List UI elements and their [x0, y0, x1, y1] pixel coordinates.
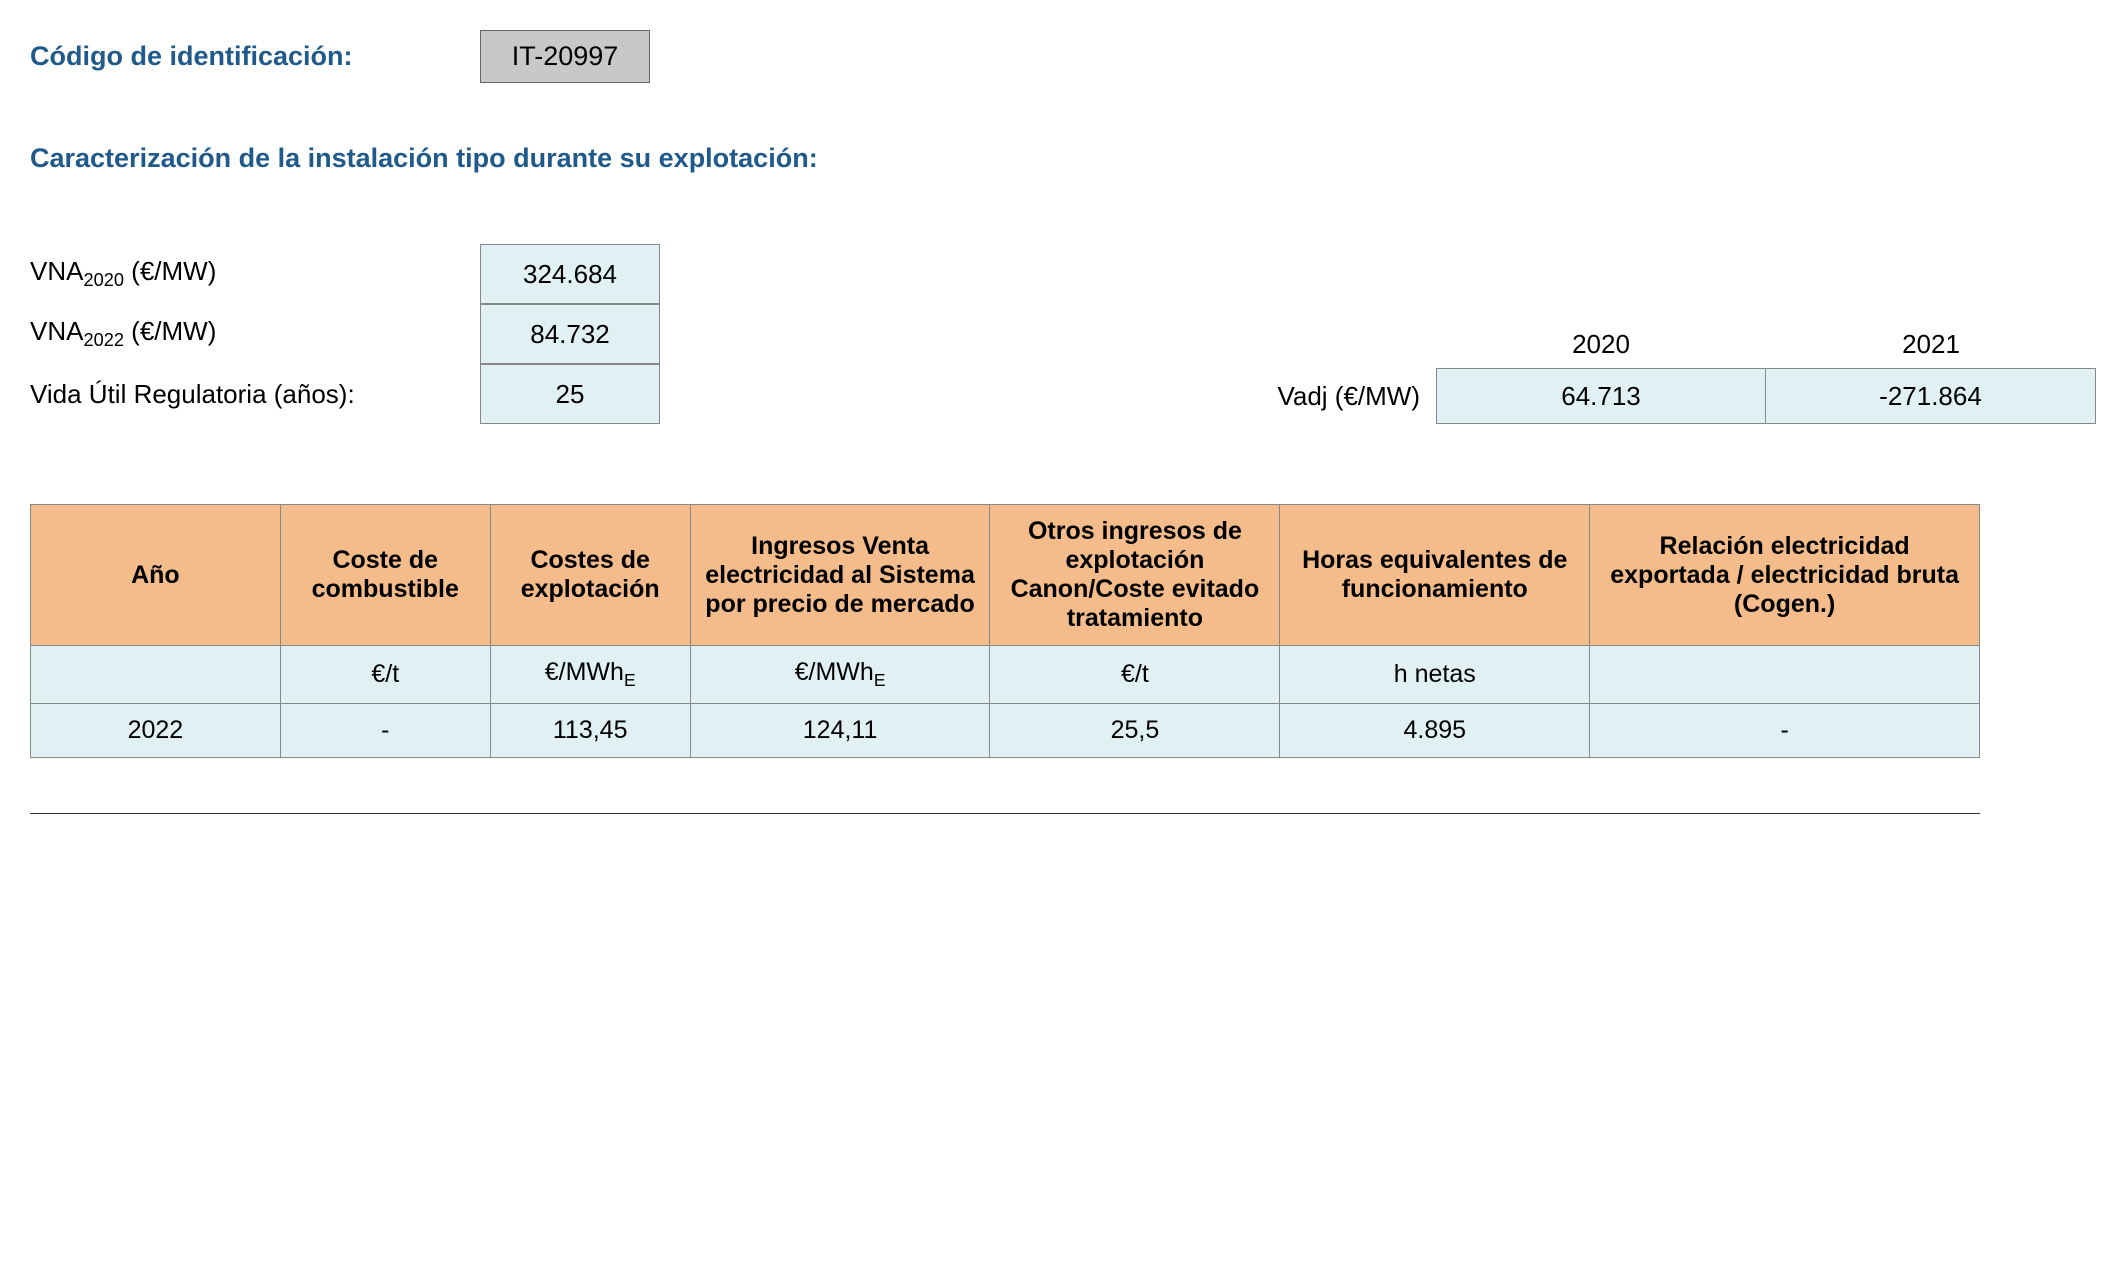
- vadj-value-row: Vadj (€/MW) 64.713 -271.864: [1236, 368, 2096, 424]
- vna2020-label: VNA2020 (€/MW): [30, 256, 480, 291]
- th-ano: Año: [31, 505, 281, 646]
- unit-relacion: [1590, 646, 1980, 704]
- cell-ano: 2022: [31, 704, 281, 758]
- vadj-year-1: 2020: [1436, 329, 1766, 360]
- th-relacion: Relación electricidad exportada / electr…: [1590, 505, 1980, 646]
- unit-horas: h netas: [1280, 646, 1590, 704]
- cell-costes-expl: 113,45: [490, 704, 690, 758]
- vadj-block: 2020 2021 Vadj (€/MW) 64.713 -271.864: [1236, 320, 2096, 424]
- vida-row: Vida Útil Regulatoria (años): 25: [30, 364, 660, 424]
- cell-coste-comb: -: [280, 704, 490, 758]
- vna2020-sub: 2020: [83, 271, 123, 291]
- th-coste-comb: Coste de combustible: [280, 505, 490, 646]
- vida-label: Vida Útil Regulatoria (años):: [30, 379, 480, 410]
- unit-costes-expl-prefix: €/MWh: [545, 658, 624, 686]
- unit-ingresos-venta-prefix: €/MWh: [795, 658, 874, 686]
- vadj-value-2: -271.864: [1766, 368, 2096, 424]
- cell-otros-ingresos: 25,5: [990, 704, 1280, 758]
- parameters-block: VNA2020 (€/MW) 324.684 VNA2022 (€/MW) 84…: [30, 244, 2096, 424]
- unit-ano: [31, 646, 281, 704]
- divider: [30, 813, 1980, 814]
- parameters-left: VNA2020 (€/MW) 324.684 VNA2022 (€/MW) 84…: [30, 244, 660, 424]
- th-costes-expl: Costes de explotación: [490, 505, 690, 646]
- table-row: 2022 - 113,45 124,11 25,5 4.895 -: [31, 704, 1980, 758]
- vida-value: 25: [480, 364, 660, 424]
- vna2020-value: 324.684: [480, 244, 660, 304]
- vadj-value-1: 64.713: [1436, 368, 1766, 424]
- cell-horas: 4.895: [1280, 704, 1590, 758]
- vna2022-value: 84.732: [480, 304, 660, 364]
- identification-code: IT-20997: [480, 30, 650, 83]
- identification-label: Código de identificación:: [30, 41, 480, 72]
- th-horas: Horas equivalentes de funcionamiento: [1280, 505, 1590, 646]
- cell-ingresos-venta: 124,11: [690, 704, 990, 758]
- table-units-row: €/t €/MWhE €/MWhE €/t h netas: [31, 646, 1980, 704]
- vna2022-sub: 2022: [83, 331, 123, 351]
- identification-header: Código de identificación: IT-20997: [30, 30, 2096, 83]
- unit-costes-expl: €/MWhE: [490, 646, 690, 704]
- vna2020-unit: (€/MW): [124, 256, 216, 286]
- data-table: Año Coste de combustible Costes de explo…: [30, 504, 1980, 758]
- unit-ingresos-venta: €/MWhE: [690, 646, 990, 704]
- unit-coste-comb: €/t: [280, 646, 490, 704]
- vna2022-prefix: VNA: [30, 316, 83, 346]
- section-title: Caracterización de la instalación tipo d…: [30, 143, 2096, 174]
- th-otros-ingresos: Otros ingresos de explotación Canon/Cost…: [990, 505, 1280, 646]
- vadj-year-2: 2021: [1766, 329, 2096, 360]
- vna2022-label: VNA2022 (€/MW): [30, 316, 480, 351]
- table-header-row: Año Coste de combustible Costes de explo…: [31, 505, 1980, 646]
- vna2020-prefix: VNA: [30, 256, 83, 286]
- unit-costes-expl-sub: E: [624, 670, 636, 690]
- vna2022-unit: (€/MW): [124, 316, 216, 346]
- unit-ingresos-venta-sub: E: [874, 670, 886, 690]
- vna2020-row: VNA2020 (€/MW) 324.684: [30, 244, 660, 304]
- cell-relacion: -: [1590, 704, 1980, 758]
- vadj-year-row: 2020 2021: [1236, 320, 2096, 368]
- vadj-label: Vadj (€/MW): [1236, 368, 1436, 424]
- th-ingresos-venta: Ingresos Venta electricidad al Sistema p…: [690, 505, 990, 646]
- unit-otros-ingresos: €/t: [990, 646, 1280, 704]
- vna2022-row: VNA2022 (€/MW) 84.732: [30, 304, 660, 364]
